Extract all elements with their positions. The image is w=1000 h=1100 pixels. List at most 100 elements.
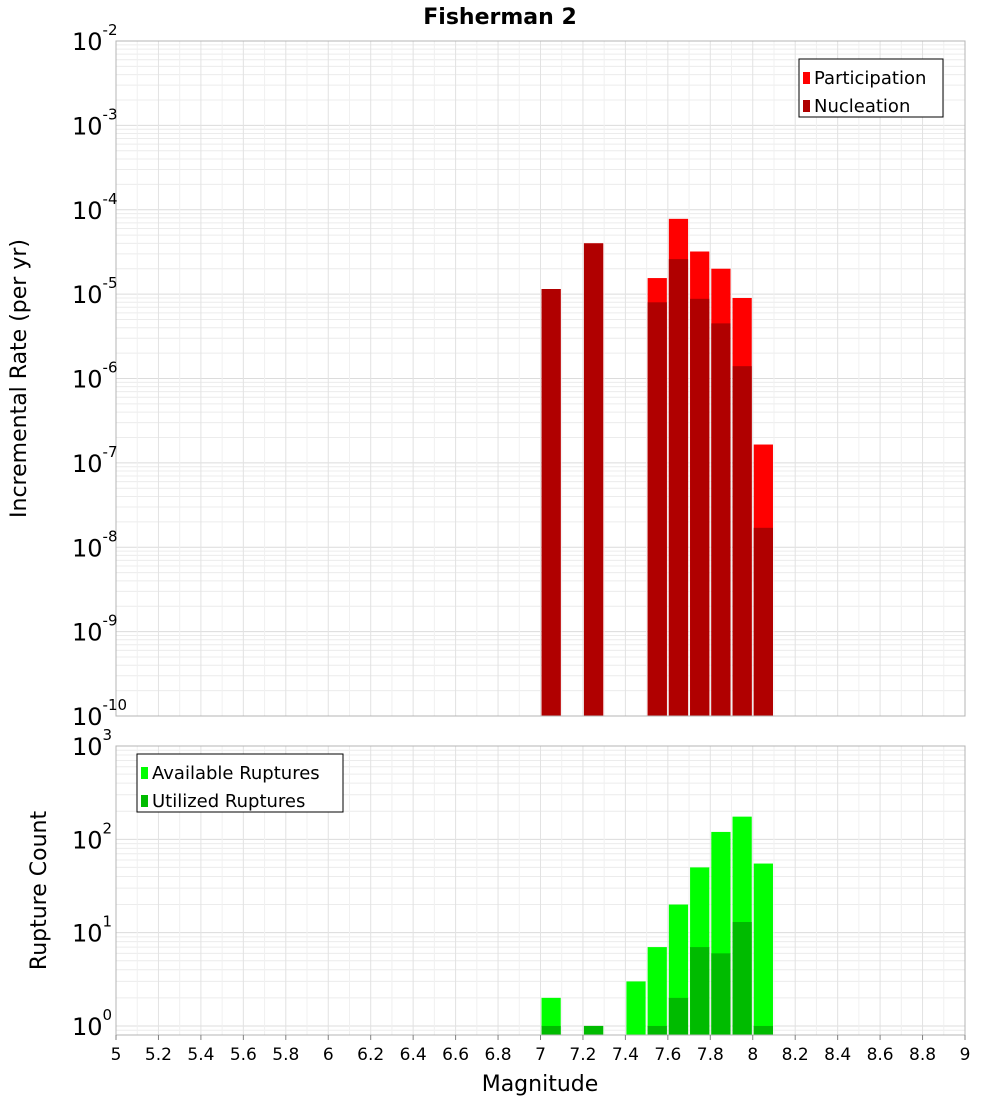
legend-swatch — [141, 767, 148, 779]
bar-available-ruptures-7_55 — [647, 947, 667, 1035]
chart-title: Fisherman 2 — [423, 5, 577, 30]
bar-utilized-ruptures-7_55 — [647, 1025, 667, 1035]
x-tick-label: 5.6 — [230, 1045, 257, 1065]
y-tick-base: 10 — [72, 619, 103, 647]
y-tick-exponent: -7 — [103, 443, 118, 461]
y-tick-label: 102 — [72, 819, 112, 854]
bar-nucleation-7_95 — [732, 366, 752, 716]
y-tick-base: 10 — [72, 703, 103, 731]
y-tick-exponent: -9 — [103, 612, 118, 630]
y-tick-label: 103 — [72, 726, 112, 761]
y-tick-exponent: -5 — [103, 274, 118, 292]
x-tick-label: 6.2 — [357, 1045, 384, 1065]
legend-box — [798, 58, 944, 118]
x-tick-label: 7.2 — [569, 1045, 596, 1065]
bar-utilized-ruptures-7_95 — [732, 922, 752, 1035]
x-tick-label: 5.2 — [145, 1045, 172, 1065]
bar-nucleation-7_65 — [668, 259, 689, 716]
legend: Participation Nucleation — [798, 58, 944, 118]
bar-utilized-ruptures-7_25 — [583, 1025, 604, 1035]
x-axis-label: Magnitude — [482, 1072, 599, 1097]
y-tick-label: 10-8 — [72, 527, 118, 562]
x-tick-label: 7.8 — [697, 1045, 724, 1065]
x-tick-label: 6.8 — [485, 1045, 512, 1065]
bar-nucleation-7_25 — [583, 243, 604, 717]
rate-panel: 10-1010-910-810-710-610-510-410-310-2Inc… — [7, 21, 966, 731]
y-tick-base: 10 — [72, 534, 103, 562]
y-tick-label: 10-2 — [72, 21, 118, 56]
y-axis-label: Incremental Rate (per yr) — [7, 239, 32, 518]
bar-available-ruptures-7_45 — [626, 981, 646, 1035]
bar-available-ruptures-8_05 — [753, 863, 773, 1035]
x-tick-label: 7.6 — [654, 1045, 681, 1065]
bar-utilized-ruptures-7_75 — [690, 947, 710, 1035]
y-tick-label: 10-9 — [72, 612, 118, 647]
y-tick-label: 10-7 — [72, 443, 118, 478]
y-tick-label: 10-3 — [72, 105, 118, 140]
x-tick-label: 9 — [960, 1045, 971, 1065]
bar-nucleation-7_75 — [690, 298, 710, 716]
bar-utilized-ruptures-7_65 — [668, 997, 689, 1035]
x-tick-label: 6.6 — [442, 1045, 469, 1065]
bar-utilized-ruptures-7_05 — [541, 1025, 561, 1035]
x-tick-label: 7.4 — [612, 1045, 639, 1065]
bars — [541, 816, 773, 1035]
bar-utilized-ruptures-7_85 — [711, 953, 731, 1035]
x-tick-label: 7 — [535, 1045, 546, 1065]
y-tick-exponent: 0 — [103, 1006, 113, 1024]
y-tick-exponent: -8 — [103, 527, 118, 545]
x-tick-label: 8.4 — [824, 1045, 851, 1065]
y-axis-label: Rupture Count — [27, 811, 52, 971]
plot-border — [115, 40, 966, 717]
y-tick-exponent: -2 — [103, 21, 118, 39]
y-tick-label: 10-5 — [72, 274, 118, 309]
y-tick-base: 10 — [72, 197, 103, 225]
y-tick-exponent: -6 — [103, 359, 118, 377]
y-tick-exponent: 1 — [103, 913, 113, 931]
y-tick-base: 10 — [72, 450, 103, 478]
x-tick-label: 6.4 — [400, 1045, 427, 1065]
y-tick-exponent: -4 — [103, 190, 118, 208]
y-tick-base: 10 — [72, 826, 103, 854]
y-tick-label: 101 — [72, 913, 112, 948]
y-tick-exponent: 3 — [103, 726, 113, 744]
x-tick-label: 8.8 — [909, 1045, 936, 1065]
y-tick-base: 10 — [72, 281, 103, 309]
bar-utilized-ruptures-8_05 — [753, 1025, 773, 1035]
x-tick-label: 6 — [323, 1045, 334, 1065]
legend-swatch — [803, 100, 810, 112]
legend-swatch — [141, 795, 148, 807]
x-tick-label: 5 — [111, 1045, 122, 1065]
bar-nucleation-7_05 — [541, 289, 561, 716]
y-tick-exponent: 2 — [103, 819, 113, 837]
legend: Available Ruptures Utilized Ruptures — [136, 753, 344, 813]
legend-entry: Participation — [814, 68, 926, 89]
bar-available-ruptures-7_05 — [541, 997, 561, 1035]
x-tick-label: 8.6 — [867, 1045, 894, 1065]
y-tick-base: 10 — [72, 366, 103, 394]
bar-nucleation-7_85 — [711, 323, 731, 716]
x-tick-label: 8 — [747, 1045, 758, 1065]
gridlines — [115, 40, 966, 717]
x-tick-label: 5.4 — [187, 1045, 214, 1065]
legend-entry: Nucleation — [814, 96, 910, 117]
y-tick-exponent: -10 — [103, 696, 128, 714]
legend-swatch — [803, 72, 810, 84]
y-tick-label: 10-4 — [72, 190, 118, 225]
bar-nucleation-8_05 — [753, 527, 773, 716]
gridlines — [115, 745, 966, 1035]
bars — [541, 218, 773, 717]
bar-nucleation-7_55 — [647, 302, 667, 716]
y-tick-base: 10 — [72, 733, 103, 761]
y-tick-base: 10 — [72, 1013, 103, 1041]
y-tick-exponent: -3 — [103, 105, 118, 123]
y-tick-base: 10 — [72, 920, 103, 948]
x-tick-label: 5.8 — [272, 1045, 299, 1065]
y-tick-label: 100 — [72, 1006, 112, 1041]
legend-entry: Utilized Ruptures — [152, 791, 305, 812]
legend-box — [136, 753, 344, 813]
y-tick-label: 10-10 — [72, 696, 127, 731]
